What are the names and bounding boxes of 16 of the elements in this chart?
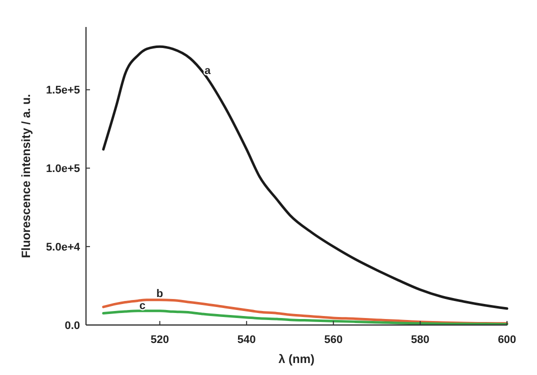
line-series [102, 45, 508, 310]
annotation: c [139, 300, 146, 312]
y-tick-label: 1.5e+5 [46, 84, 80, 97]
x-tick-label: 560 [324, 334, 343, 346]
x-axis-title: λ (nm) [278, 352, 315, 366]
y-tick-label: 5.0e+4 [46, 241, 81, 254]
y-axis-title: Fluorescence intensity / a. u. [19, 94, 33, 258]
annotation: b [156, 288, 164, 300]
annotation: a [204, 65, 212, 78]
x-tick-label: 520 [150, 334, 169, 346]
x-tick-label: 540 [237, 334, 256, 346]
line-series [102, 310, 508, 326]
x-tick-label: 580 [411, 334, 430, 346]
y-tick-label: 0.0 [64, 320, 80, 332]
x-tick-label: 600 [498, 334, 516, 346]
y-tick-label: 1.0e+5 [46, 163, 80, 176]
